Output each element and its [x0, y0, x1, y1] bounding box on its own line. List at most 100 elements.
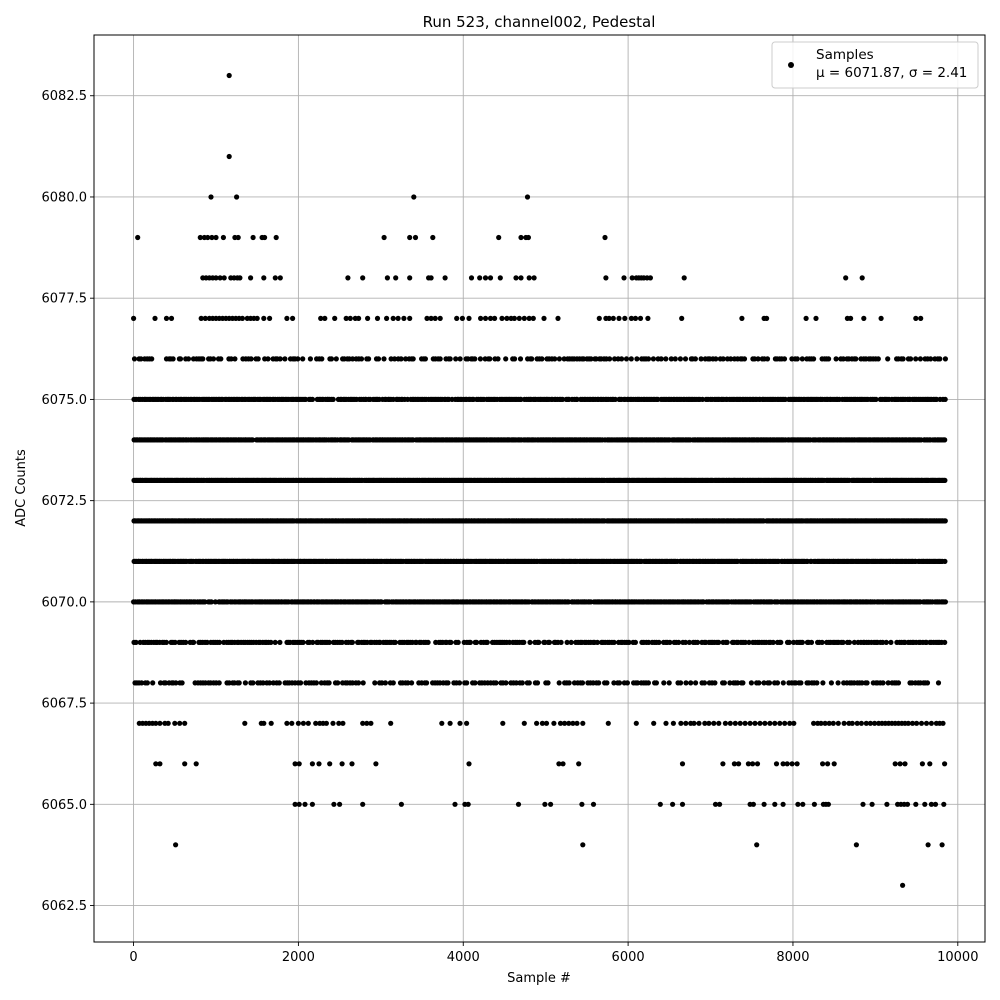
data-point: [727, 720, 733, 726]
data-point: [468, 275, 475, 281]
data-point: [497, 275, 503, 281]
data-point: [213, 275, 219, 281]
data-point: [464, 720, 470, 726]
data-point: [928, 801, 935, 807]
legend: Samples μ = 6071.87, σ = 2.41: [771, 41, 979, 89]
data-point: [932, 801, 939, 807]
data-point: [428, 315, 434, 321]
data-point: [762, 720, 768, 726]
data-point: [853, 356, 859, 362]
data-point: [720, 761, 726, 767]
data-point: [942, 396, 948, 402]
data-point: [513, 680, 519, 686]
data-point: [650, 356, 657, 362]
data-point: [772, 720, 778, 726]
data-point: [525, 234, 532, 241]
data-point: [381, 356, 387, 362]
data-point: [172, 639, 178, 646]
data-point: [676, 639, 682, 646]
data-point: [534, 680, 541, 686]
data-point: [764, 356, 771, 362]
data-point: [626, 639, 632, 646]
data-point: [477, 356, 483, 362]
data-point: [678, 680, 684, 686]
data-point: [860, 801, 866, 807]
data-point: [236, 680, 242, 686]
data-point: [543, 720, 550, 726]
data-point: [262, 234, 268, 241]
data-point: [739, 315, 745, 321]
data-point: [337, 801, 343, 807]
data-point: [724, 639, 730, 646]
data-point: [326, 639, 332, 646]
data-point: [774, 680, 781, 686]
data-point: [326, 680, 332, 686]
data-point: [131, 356, 138, 362]
data-point: [603, 275, 609, 281]
y-tick-label: 6075.0: [42, 393, 88, 408]
data-point: [472, 680, 478, 686]
data-point: [456, 680, 463, 686]
data-point: [197, 234, 203, 241]
data-points: [131, 72, 949, 888]
data-point: [701, 680, 708, 686]
data-point: [295, 720, 301, 726]
data-point: [173, 842, 179, 848]
x-tick-label: 0: [129, 950, 137, 965]
data-point: [825, 801, 832, 807]
data-point: [422, 356, 428, 362]
data-point: [766, 680, 773, 686]
data-point: [942, 599, 949, 605]
data-point: [519, 680, 525, 686]
data-point: [309, 396, 316, 402]
data-point: [720, 356, 726, 362]
data-point: [942, 437, 948, 443]
y-tick-label: 6082.5: [42, 89, 88, 104]
data-point: [928, 356, 934, 362]
data-point: [833, 356, 839, 362]
data-point: [407, 275, 413, 281]
data-point: [393, 275, 399, 281]
data-point: [261, 275, 267, 281]
data-point: [798, 680, 804, 686]
data-point: [220, 234, 226, 241]
data-point: [260, 680, 266, 686]
data-point: [331, 801, 337, 807]
data-point: [517, 356, 524, 362]
data-point: [355, 680, 362, 686]
data-point: [250, 437, 256, 443]
data-point: [566, 680, 572, 686]
data-point: [864, 680, 870, 686]
data-point: [407, 315, 413, 321]
data-point: [235, 234, 241, 241]
data-point: [482, 315, 489, 321]
data-point: [526, 315, 532, 321]
data-point: [242, 720, 248, 726]
data-point: [526, 680, 532, 686]
data-point: [611, 680, 617, 686]
data-point: [163, 315, 170, 321]
data-point: [623, 356, 630, 362]
data-point: [193, 761, 199, 767]
data-point: [250, 680, 256, 686]
data-point: [919, 761, 926, 767]
data-point: [152, 315, 158, 321]
data-point: [307, 356, 313, 362]
data-point: [826, 356, 832, 362]
data-point: [356, 315, 362, 321]
data-point: [503, 680, 509, 686]
data-point: [333, 356, 339, 362]
data-point: [795, 801, 801, 807]
data-point: [296, 761, 302, 767]
data-point: [686, 639, 693, 646]
data-point: [182, 720, 188, 726]
data-point: [913, 801, 919, 807]
data-point: [606, 315, 612, 321]
x-axis-title: Sample #: [507, 971, 571, 986]
data-point: [410, 356, 416, 362]
data-point: [177, 356, 184, 362]
data-point: [780, 761, 786, 767]
data-point: [596, 315, 602, 321]
data-point: [177, 720, 183, 726]
data-point: [604, 680, 610, 686]
